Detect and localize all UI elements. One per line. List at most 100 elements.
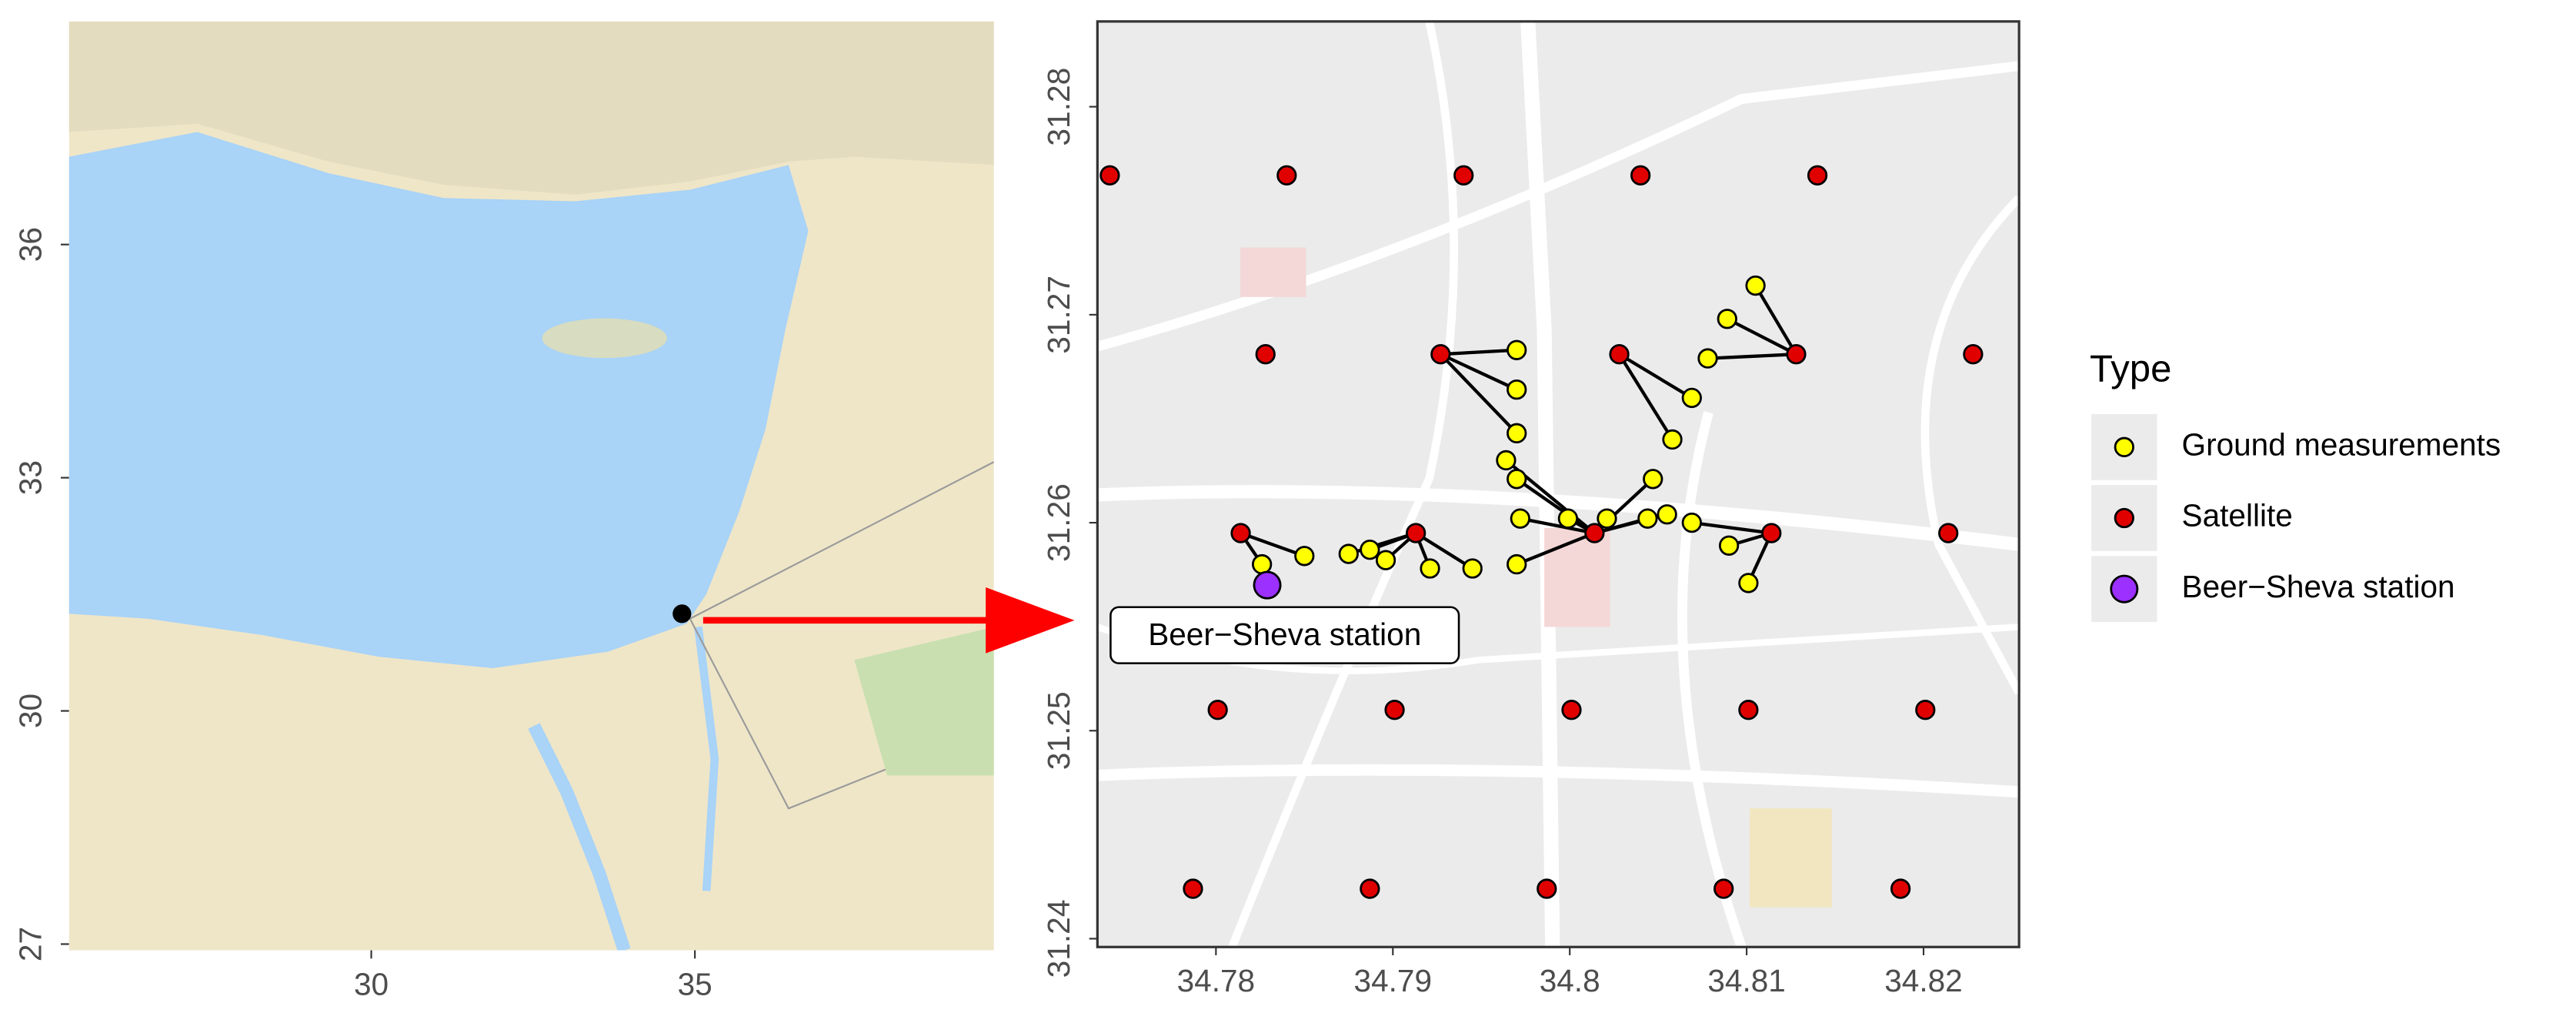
y-tick-label: 36 xyxy=(12,227,48,262)
point xyxy=(1915,700,1936,720)
point xyxy=(1963,344,1984,365)
right-map xyxy=(1097,21,2020,948)
marks: 30 35 27 30 33 36 34.78 34.79 34.8 34.81 34.82 31.2… xyxy=(12,68,2501,1002)
y-tick-label: 31.25 xyxy=(1041,691,1076,770)
point xyxy=(1938,523,1959,543)
point xyxy=(1681,387,1702,409)
point xyxy=(1537,878,1557,899)
x-tick-label: 30 xyxy=(354,966,389,1001)
point xyxy=(1561,700,1582,720)
point xyxy=(1510,508,1530,529)
point xyxy=(1507,423,1527,444)
link xyxy=(1691,520,1772,535)
point xyxy=(1807,165,1828,186)
x-tick-label: 35 xyxy=(678,966,712,1001)
point xyxy=(1507,379,1527,400)
y-tick-label: 33 xyxy=(12,460,48,495)
link xyxy=(1515,477,1596,535)
link xyxy=(1440,353,1518,392)
point xyxy=(1718,535,1740,556)
link xyxy=(1415,531,1473,570)
point xyxy=(1294,546,1315,567)
x-tick-label: 34.78 xyxy=(1177,963,1255,998)
link xyxy=(1520,517,1595,535)
x-tick-label: 34.81 xyxy=(1707,963,1785,998)
link xyxy=(1618,353,1693,400)
point xyxy=(1253,570,1282,600)
point xyxy=(1662,429,1683,450)
point xyxy=(672,604,692,624)
legend-label: Beer−Sheva station xyxy=(2182,569,2455,604)
link xyxy=(1440,348,1517,356)
link xyxy=(1753,284,1798,356)
point xyxy=(1738,573,1759,593)
y-tick-label: 31.28 xyxy=(1041,68,1076,146)
legend-label: Satellite xyxy=(2182,498,2293,533)
annotation-box xyxy=(1109,606,1460,664)
point xyxy=(1745,275,1766,296)
link xyxy=(1707,353,1797,360)
x-tick-label: 34.79 xyxy=(1354,963,1432,998)
point xyxy=(1207,700,1228,720)
y-tick-label: 27 xyxy=(12,927,48,961)
point xyxy=(1630,165,1651,186)
x-tick-label: 34.82 xyxy=(1884,963,1962,998)
point xyxy=(1584,523,1605,543)
point xyxy=(1738,700,1759,720)
point xyxy=(1761,523,1782,543)
point xyxy=(1252,553,1273,575)
point xyxy=(1597,508,1617,529)
legend-label: Ground measurements xyxy=(2182,427,2501,463)
y-tick-label: 31.24 xyxy=(1041,900,1076,978)
point xyxy=(1453,165,1474,186)
point xyxy=(1657,504,1677,525)
right-panel-border xyxy=(1096,20,2020,948)
legend-marker xyxy=(2110,574,2139,603)
point xyxy=(1384,700,1405,720)
link xyxy=(1240,531,1306,558)
point xyxy=(1557,508,1579,529)
point xyxy=(1183,878,1203,899)
y-tick-label: 31.27 xyxy=(1041,276,1076,354)
point xyxy=(1697,348,1718,369)
point xyxy=(1643,469,1663,490)
point xyxy=(1507,469,1527,490)
point xyxy=(1637,508,1658,529)
link xyxy=(1617,353,1674,441)
point xyxy=(1406,523,1426,543)
point xyxy=(1713,878,1734,899)
legend-marker xyxy=(2114,436,2134,458)
point xyxy=(1507,553,1527,575)
point xyxy=(1230,523,1251,543)
link xyxy=(1439,353,1518,435)
point xyxy=(1609,344,1630,365)
point xyxy=(1375,550,1396,570)
point xyxy=(1276,165,1297,186)
y-tick-label: 30 xyxy=(12,694,48,728)
y-tick-label: 31.26 xyxy=(1041,483,1076,562)
point xyxy=(1255,344,1276,365)
point xyxy=(1717,309,1737,329)
left-map xyxy=(68,21,994,951)
link xyxy=(1726,317,1797,356)
point xyxy=(1462,558,1483,579)
point xyxy=(1430,344,1451,365)
legend-title: Type xyxy=(2090,347,2171,389)
point xyxy=(1099,165,1120,186)
point xyxy=(1338,543,1359,564)
point xyxy=(1360,539,1380,560)
point xyxy=(1420,558,1440,579)
annotation: Beer−Sheva station xyxy=(1148,617,1421,652)
point xyxy=(1507,339,1527,360)
arrow-head xyxy=(986,587,1075,654)
point xyxy=(1681,512,1702,533)
point xyxy=(1496,450,1517,471)
x-tick-label: 34.8 xyxy=(1540,963,1600,998)
legend-marker xyxy=(2114,507,2134,529)
point xyxy=(1890,878,1911,899)
point xyxy=(1360,878,1380,899)
point xyxy=(1786,344,1807,365)
link xyxy=(1516,531,1596,567)
